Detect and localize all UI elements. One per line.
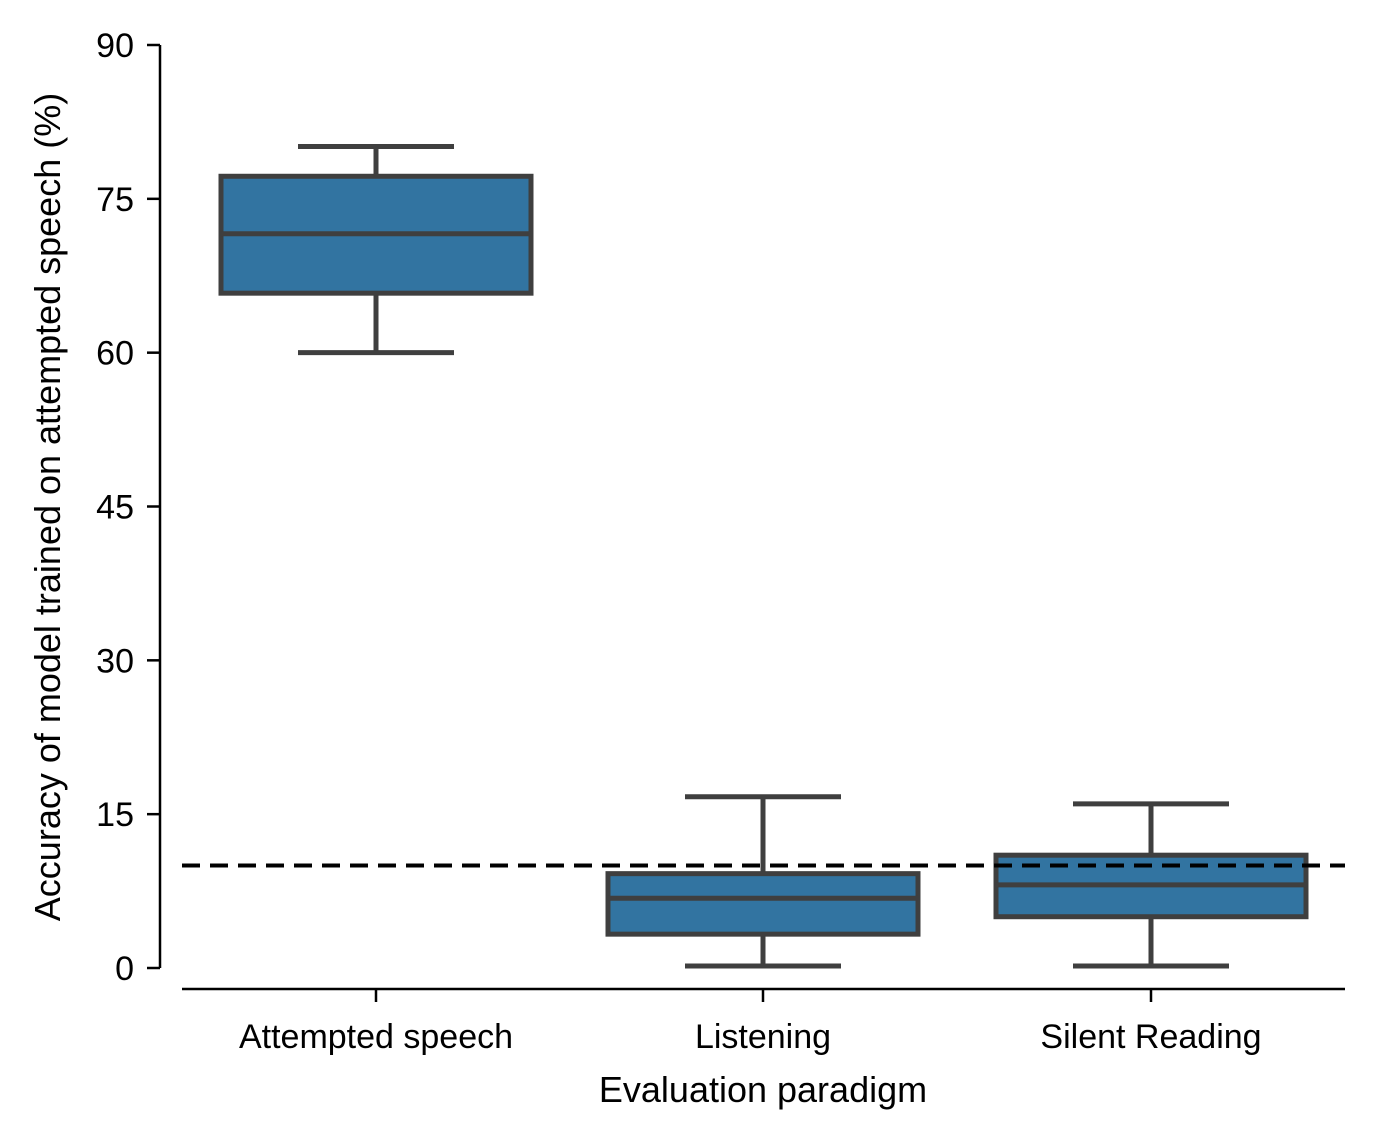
x-tick-label: Silent Reading [1040, 1018, 1261, 1056]
box-iqr [605, 871, 921, 937]
y-axis: 0 15 30 45 60 75 90 [96, 27, 162, 988]
y-tick-label: 45 [96, 489, 134, 527]
x-axis-title: Evaluation paradigm [599, 1069, 927, 1110]
x-tick-label: Attempted speech [239, 1018, 513, 1056]
box-1 [218, 144, 534, 356]
y-tick-label: 90 [96, 27, 134, 65]
y-tick-label: 60 [96, 335, 134, 373]
x-axis: Attempted speech Listening Silent Reading [182, 987, 1345, 1056]
y-tick-label: 15 [96, 796, 134, 834]
boxes [218, 144, 1309, 969]
y-tick-label: 0 [115, 950, 134, 988]
x-tick-label: Listening [695, 1018, 831, 1056]
y-axis-title: Accuracy of model trained on attempted s… [27, 93, 68, 921]
y-tick-label: 75 [96, 181, 134, 219]
box-2 [605, 794, 921, 969]
box-3 [993, 801, 1309, 969]
y-tick-label: 30 [96, 642, 134, 680]
